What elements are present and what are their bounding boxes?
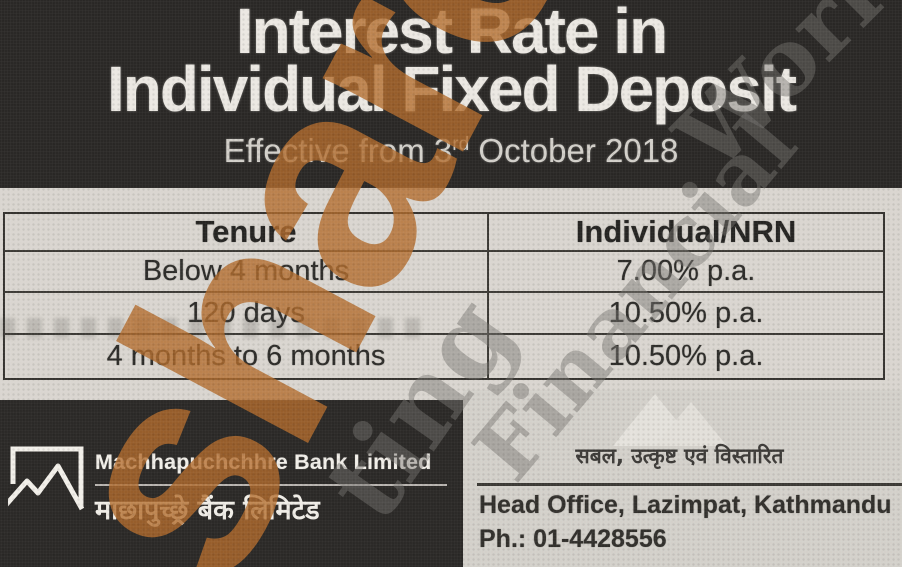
bank-tagline-nepali: सबल, उत्कृष्ट एवं विस्तारित: [575, 444, 784, 468]
effective-date-suffix: October 2018: [469, 132, 679, 169]
column-header-tenure: Tenure: [5, 214, 489, 252]
mountain-ghost-icon: [613, 390, 733, 450]
tenure-cell-row1: Below 4 months: [5, 252, 489, 293]
bank-name-english: Machhapuchchhre Bank Limited: [95, 450, 432, 474]
contact-divider: [477, 483, 902, 486]
rate-cell-row3: 10.50% p.a.: [608, 340, 764, 372]
effective-date-label: Effective from 3rd October 2018: [224, 132, 679, 170]
head-office-address: Head Office, Lazimpat, Kathmandu: [479, 491, 892, 519]
effective-date-prefix: Effective from 3: [223, 132, 453, 169]
ad-header: Interest Rate in Individual Fixed Deposi…: [0, 0, 902, 188]
effective-date-ordinal: rd: [452, 134, 470, 155]
column-header-individual-nrn: Individual/NRN: [489, 214, 883, 252]
tenure-cell-row2: 120 days: [5, 293, 489, 335]
bank-name-divider: [95, 484, 447, 486]
bank-panel: Machhapuchchhre Bank Limited माछापुच्छ्र…: [0, 400, 463, 567]
tenure-cell-row3: 4 months to 6 months: [5, 335, 489, 378]
phone-number: Ph.: 01-4428556: [479, 525, 667, 553]
page-title: Interest Rate in Individual Fixed Deposi…: [106, 0, 797, 125]
interest-rate-table: Tenure Individual/NRN Below 4 months 7.0…: [3, 212, 885, 380]
contact-panel: सबल, उत्कृष्ट एवं विस्तारित Head Office,…: [463, 390, 902, 567]
title-line-2: Individual Fixed Deposit: [106, 53, 797, 125]
mountain-logo-icon: [8, 446, 85, 511]
title-line-1: Interest Rate in: [235, 0, 668, 67]
bank-name-nepali: माछापुच्छ्रे बैंक लिमिटेड: [95, 495, 320, 526]
rate-cell-row2: 10.50% p.a.: [489, 293, 883, 335]
rate-cell-row1: 7.00% p.a.: [489, 252, 883, 293]
